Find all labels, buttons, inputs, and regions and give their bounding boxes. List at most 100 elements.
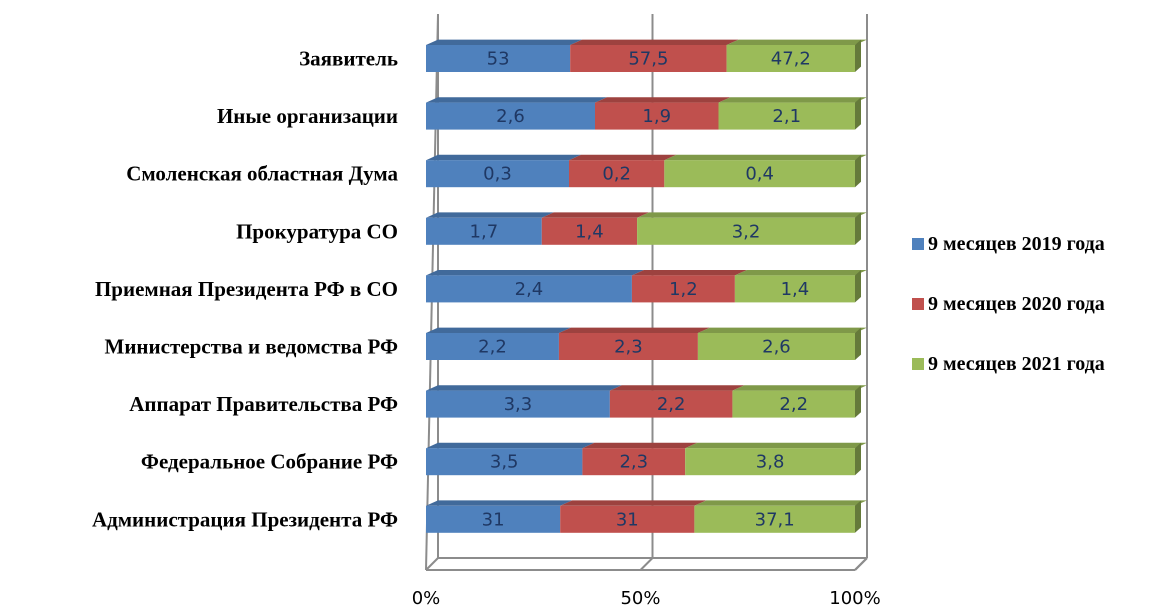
bar-top-face	[732, 385, 867, 391]
floor-left-edge	[425, 557, 439, 571]
bar-segment	[734, 275, 855, 303]
bar-segment	[569, 160, 665, 188]
bar-segment	[426, 448, 583, 476]
bar-side-face	[855, 212, 861, 245]
bar-top-face	[582, 442, 698, 449]
data-label: 2,3	[619, 452, 648, 473]
bar-segment	[609, 390, 733, 418]
bar-segment	[426, 390, 610, 418]
bar-top-face	[426, 270, 644, 276]
bar-segment	[718, 102, 855, 130]
bar-segment	[582, 448, 686, 476]
legend-label: 9 месяцев 2019 года	[928, 233, 1105, 255]
bar-side-face	[855, 500, 861, 533]
bar-top-face	[426, 385, 622, 391]
data-label: 31	[482, 509, 505, 530]
bar-top-face	[426, 500, 573, 506]
data-label: 1,7	[470, 221, 499, 242]
bar-segment	[426, 102, 595, 130]
legend-swatch	[912, 358, 924, 370]
data-label: 37,1	[755, 509, 795, 530]
bar-segment	[541, 217, 638, 245]
data-label: 2,1	[772, 106, 801, 127]
bar-top-face	[558, 327, 710, 333]
bar-segment	[732, 390, 855, 418]
legend-label: 9 месяцев 2020 года	[928, 293, 1105, 315]
category-label: Приемная Президента РФ в СО	[95, 277, 398, 301]
legend-swatch	[912, 298, 924, 310]
data-label: 3,8	[756, 452, 785, 473]
bar-top-face	[426, 97, 607, 103]
bar-segment	[426, 160, 569, 188]
bar-side-face	[855, 154, 861, 188]
bar-segment	[631, 275, 735, 303]
bar-top-face	[664, 154, 867, 161]
data-label: 3,3	[504, 394, 533, 415]
data-label: 3,2	[732, 221, 761, 242]
data-label: 0,3	[483, 164, 512, 185]
bar-top-face	[560, 500, 707, 506]
x-tick-label: 0%	[412, 588, 441, 608]
data-label: 1,9	[642, 106, 671, 127]
data-label: 1,2	[669, 279, 698, 300]
data-label: 0,4	[745, 164, 774, 185]
category-label: Смоленская областная Дума	[126, 162, 398, 186]
bar-top-face	[426, 39, 583, 45]
category-label: Иные организации	[217, 104, 398, 128]
category-label: Министерства и ведомства РФ	[105, 335, 398, 359]
bar-segment	[685, 448, 855, 476]
bar-side-face	[855, 385, 861, 418]
category-label: Прокуратура СО	[236, 219, 398, 243]
data-label: 47,2	[771, 49, 811, 70]
bar-top-face	[631, 270, 747, 276]
bar-top-face	[426, 154, 581, 161]
bar-segment	[570, 45, 727, 72]
data-label: 2,4	[515, 279, 544, 300]
bar-top-face	[426, 327, 571, 333]
bar-segment	[426, 45, 571, 72]
data-label: 31	[616, 509, 639, 530]
bar-top-face	[718, 97, 867, 103]
data-label: 2,2	[478, 337, 507, 358]
bar-top-face	[609, 385, 745, 391]
gridline-floor	[639, 557, 654, 571]
data-label: 0,2	[602, 164, 631, 185]
bar-top-face	[595, 97, 731, 103]
bar-top-face	[726, 39, 867, 45]
data-label: 3,5	[490, 452, 519, 473]
bar-segment	[426, 333, 559, 360]
bar-segment	[595, 102, 719, 130]
bar-top-face	[637, 212, 867, 218]
data-label: 1,4	[575, 221, 604, 242]
category-label: Федеральное Собрание РФ	[141, 450, 398, 474]
legend-label: 9 месяцев 2021 года	[928, 353, 1105, 375]
bar-segment	[426, 505, 561, 533]
data-label: 2,2	[657, 394, 686, 415]
data-label: 2,3	[614, 337, 643, 358]
bar-top-face	[570, 39, 739, 45]
data-label: 1,4	[781, 279, 810, 300]
category-label: Заявитель	[299, 47, 398, 71]
bar-segment	[664, 160, 855, 188]
bar-top-face	[694, 500, 867, 506]
bar-segment	[697, 333, 855, 360]
bar-segment	[558, 333, 698, 360]
bar-top-face	[426, 442, 595, 449]
bar-side-face	[855, 270, 861, 303]
bar-segment	[426, 217, 542, 245]
data-label: 2,2	[779, 394, 808, 415]
bar-segment	[694, 505, 855, 533]
bar-top-face	[569, 154, 677, 161]
bar-segment	[560, 505, 695, 533]
bar-side-face	[855, 39, 861, 72]
category-label: Аппарат Правительства РФ	[129, 392, 398, 416]
bar-segment	[726, 45, 855, 72]
bar-top-face	[697, 327, 867, 333]
bar-top-face	[541, 212, 650, 218]
bar-segment	[426, 275, 632, 303]
x-tick-label: 50%	[620, 588, 660, 608]
bar-segment	[637, 217, 855, 245]
bar-side-face	[855, 327, 861, 360]
gridline-floor	[854, 557, 868, 571]
